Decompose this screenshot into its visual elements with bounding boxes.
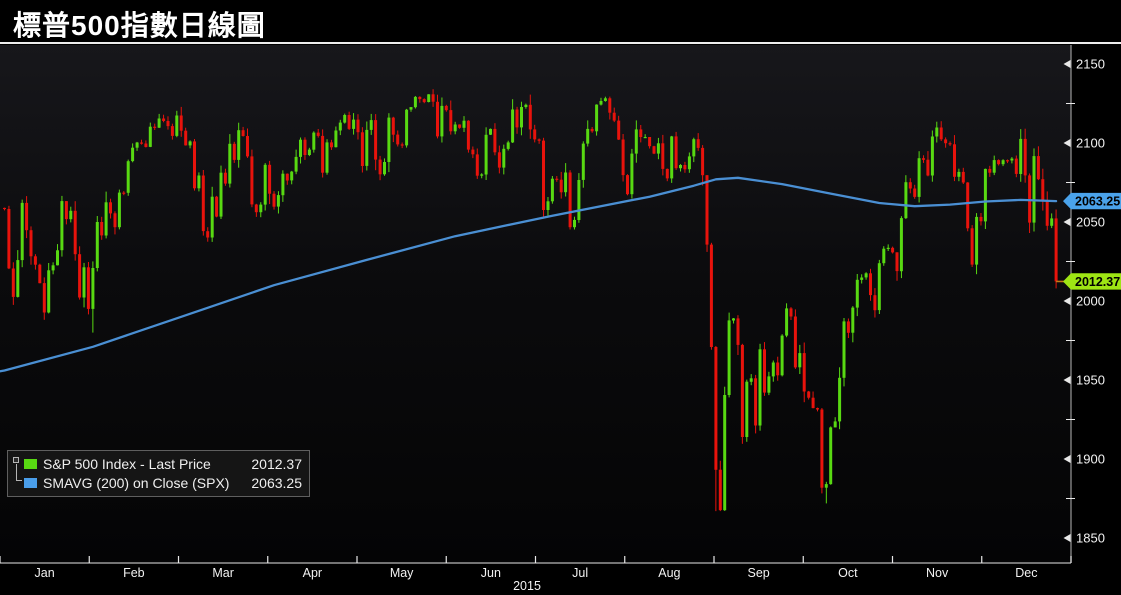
legend-expander-icon[interactable]	[12, 454, 24, 493]
svg-text:2100: 2100	[1076, 136, 1105, 151]
legend-value: 2012.37	[251, 455, 302, 472]
svg-text:Sep: Sep	[748, 566, 770, 580]
svg-text:2150: 2150	[1076, 57, 1105, 72]
svg-text:Jan: Jan	[35, 566, 55, 580]
svg-text:May: May	[390, 566, 414, 580]
price-marker-sma[interactable]: 2063.25	[1063, 192, 1121, 210]
candlestick-series[interactable]	[3, 89, 1058, 512]
expander-box-icon[interactable]	[13, 457, 19, 463]
page-title: 標普500指數日線圖	[13, 10, 266, 41]
title-bar: 標普500指數日線圖	[0, 0, 1121, 41]
chart-area[interactable]: 2150 2100 2050 2000 1950 1900 1850 Jan Feb Mar Ap…	[0, 45, 1121, 595]
svg-text:1950: 1950	[1076, 373, 1105, 388]
svg-text:Dec: Dec	[1015, 566, 1037, 580]
legend-item-smavg[interactable]: SMAVG (200) on Close (SPX) 2063.25	[24, 474, 302, 493]
price-marker-last-price[interactable]: 2012.37	[1063, 273, 1121, 290]
legend-label: SMAVG (200) on Close (SPX)	[43, 475, 230, 492]
legend-label: S&P 500 Index - Last Price	[43, 455, 211, 472]
price-chart-canvas[interactable]: 2150 2100 2050 2000 1950 1900 1850 Jan Feb Mar Ap…	[0, 45, 1121, 595]
svg-text:Mar: Mar	[212, 566, 234, 580]
expander-branch-line	[16, 464, 22, 481]
y-axis: 2150 2100 2050 2000 1950 1900 1850	[1063, 45, 1105, 563]
price-markers[interactable]: 2063.25 2012.37	[1063, 192, 1121, 290]
svg-text:Jul: Jul	[572, 566, 588, 580]
svg-text:Oct: Oct	[838, 566, 858, 580]
svg-text:2012.37: 2012.37	[1075, 275, 1120, 289]
svg-text:2000: 2000	[1076, 294, 1105, 309]
smavg-swatch	[24, 478, 37, 489]
legend[interactable]: S&P 500 Index - Last Price 2012.37 SMAVG…	[7, 450, 310, 497]
legend-item-last-price[interactable]: S&P 500 Index - Last Price 2012.37	[24, 454, 302, 473]
svg-text:Aug: Aug	[658, 566, 680, 580]
svg-text:Jun: Jun	[481, 566, 501, 580]
year-label: 2015	[513, 579, 541, 593]
last-price-swatch	[24, 458, 37, 469]
title-divider	[0, 42, 1121, 44]
svg-text:2050: 2050	[1076, 215, 1105, 230]
svg-text:Nov: Nov	[926, 566, 949, 580]
svg-text:Apr: Apr	[303, 566, 322, 580]
sma-line[interactable]	[0, 176, 1058, 373]
svg-text:Feb: Feb	[123, 566, 145, 580]
svg-text:1900: 1900	[1076, 452, 1105, 467]
svg-text:1850: 1850	[1076, 531, 1105, 546]
svg-text:2063.25: 2063.25	[1075, 195, 1120, 209]
x-axis: Jan Feb Mar Apr May Jun Jul Aug Sep Oct Nov Dec	[0, 556, 1072, 580]
legend-value: 2063.25	[251, 475, 302, 492]
